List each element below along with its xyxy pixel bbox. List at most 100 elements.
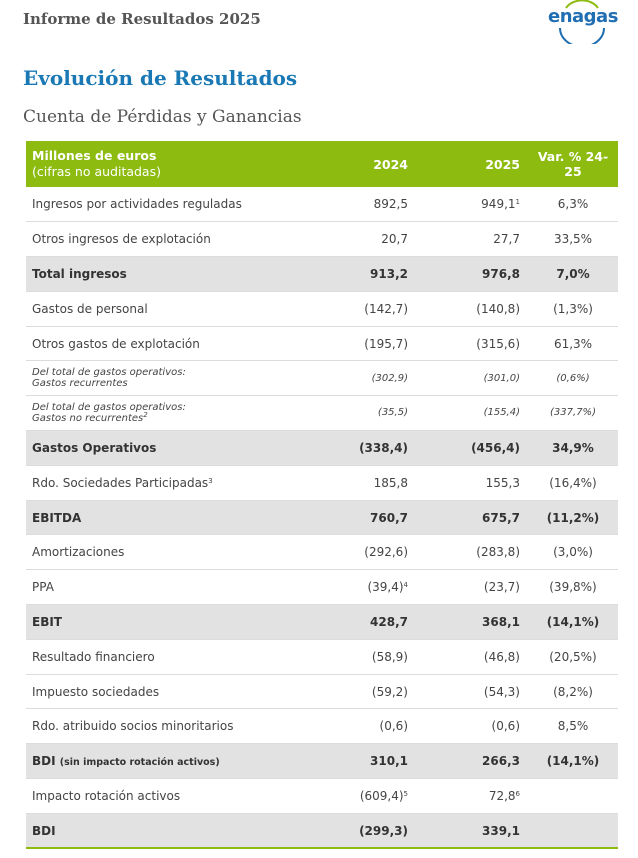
footnote-ref: 5 [403,789,408,798]
value-2024-cell: (609,4)5 [304,779,416,814]
value-variation: 33,5% [553,232,593,247]
value-2024-cell: (39,4)4 [304,570,416,605]
value-variation: (20,5%) [549,649,597,664]
footnote-ref: 3 [208,476,213,485]
row-label: Rdo. atribuido socios minoritarios [32,719,234,734]
value-2024: (292,6) [364,545,408,560]
footnote-ref: 1 [515,198,520,207]
table-row: Rdo. Sociedades Participadas3 185,8 155,… [26,465,618,501]
memo-line-1: Del total de gastos operativos: [32,366,186,378]
value-2024: (58,9) [371,649,408,664]
value-2025: (315,6) [476,336,520,351]
header-units: Millones de euros (cifras no auditadas) [26,141,304,187]
section-subtitle: Cuenta de Pérdidas y Ganancias [23,107,302,127]
value-2024: 760,7 [370,510,408,525]
table-header-row: Millones de euros (cifras no auditadas) … [26,141,618,187]
value-2025: (456,4) [471,440,520,455]
footnote-ref: 2 [143,411,148,420]
logo-text: enagas [548,6,618,27]
row-label: EBITDA [32,510,82,525]
row-label: Otros gastos de explotación [32,336,200,351]
header-units-label: Millones de euros [32,148,157,164]
value-2024: (39,4) [367,580,404,595]
value-variation: (0,6%) [556,372,590,384]
memo-row: Del total de gastos operativos: Gastos no… [26,396,618,431]
report-title: Informe de Resultados 2025 [23,10,261,28]
value-2025: (0,6) [491,719,520,734]
value-2024: 20,7 [381,232,408,247]
value-2024: (302,9) [371,372,408,384]
total-row: EBIT 428,7 368,1 (14,1%) [26,604,618,640]
value-2024: (195,7) [364,336,408,351]
row-label: Resultado financiero [32,649,155,664]
value-2025: 368,1 [482,614,520,629]
row-label: BDI [32,754,56,769]
row-label-cell: Rdo. Sociedades Participadas3 [26,465,304,500]
value-variation [528,813,618,848]
row-label: BDI [32,823,56,838]
value-variation: (39,8%) [549,580,597,595]
value-variation: 61,3% [553,336,593,351]
value-variation: 34,9% [552,440,594,455]
memo-line-2: Gastos no recurrentes [32,413,144,425]
value-2025: 27,7 [493,232,520,247]
value-2024: 428,7 [370,614,408,629]
value-variation: (337,7%) [550,407,596,419]
header-units-sublabel: (cifras no auditadas) [32,164,161,179]
value-variation [528,779,618,814]
value-variation: (11,2%) [546,510,600,525]
table-row: Gastos de personal (142,7) (140,8) (1,3%… [26,291,618,327]
value-variation: 8,5% [557,719,589,734]
table-bottom-rule [26,847,618,849]
value-2025: 155,3 [485,475,520,490]
memo-line-2: Gastos recurrentes [32,378,128,390]
value-2024: 185,8 [373,475,408,490]
enagas-logo: enagas [548,0,618,44]
header-2025: 2025 [485,156,520,172]
row-label: Del total de gastos operativos: Gastos no… [26,396,304,431]
value-2025: 675,7 [482,510,520,525]
header-variation: Var. % 24-25 [537,149,609,179]
row-label-cell: BDI (sin impacto rotación activos) [26,744,304,779]
table-row: Ingresos por actividades reguladas 892,5… [26,187,618,222]
total-row: BDI (299,3) 339,1 [26,813,618,849]
table-row: Otros ingresos de explotación 20,7 27,7 … [26,222,618,257]
row-label: Ingresos por actividades reguladas [32,197,242,212]
value-variation: (8,2%) [553,684,593,699]
value-2024: (59,2) [371,684,408,699]
value-2025: (140,8) [476,301,520,316]
value-2025: (54,3) [483,684,520,699]
value-variation: (14,1%) [546,614,600,629]
footnote-ref: 6 [515,789,520,798]
value-2025: (155,4) [483,407,520,419]
value-2025: 976,8 [482,266,520,281]
total-row: EBITDA 760,7 675,7 (11,2%) [26,500,618,535]
value-2025: 339,1 [482,823,520,838]
value-2025: (301,0) [483,372,520,384]
value-variation: (14,1%) [546,754,600,769]
value-variation: 7,0% [556,266,590,281]
logo-arc-icon [559,0,605,44]
table-row: Impacto rotación activos (609,4)5 72,86 [26,779,618,814]
row-label: Otros ingresos de explotación [32,232,211,247]
value-variation: (16,4%) [549,475,597,490]
value-2024: 892,5 [373,197,408,212]
value-2024: (0,6) [379,719,408,734]
value-2025: 72,8 [488,788,516,803]
value-2024: 310,1 [370,754,408,769]
table-row: Amortizaciones (292,6) (283,8) (3,0%) [26,535,618,570]
total-row: Gastos Operativos (338,4) (456,4) 34,9% [26,430,618,466]
row-label: EBIT [32,614,62,629]
memo-line-1: Del total de gastos operativos: [32,401,186,413]
value-2025-cell: 72,86 [416,779,528,814]
value-variation: (1,3%) [553,301,593,316]
header-2024: 2024 [373,156,408,172]
value-2025: 949,1 [481,197,516,212]
row-label: Gastos de personal [32,301,148,316]
total-row: BDI (sin impacto rotación activos) 310,1… [26,743,618,779]
value-2024: (299,3) [359,823,408,838]
memo-row: Del total de gastos operativos: Gastos re… [26,361,618,396]
value-2025: (283,8) [476,545,520,560]
row-label: Del total de gastos operativos: Gastos re… [26,361,304,396]
value-2025-cell: 949,11 [416,187,528,222]
